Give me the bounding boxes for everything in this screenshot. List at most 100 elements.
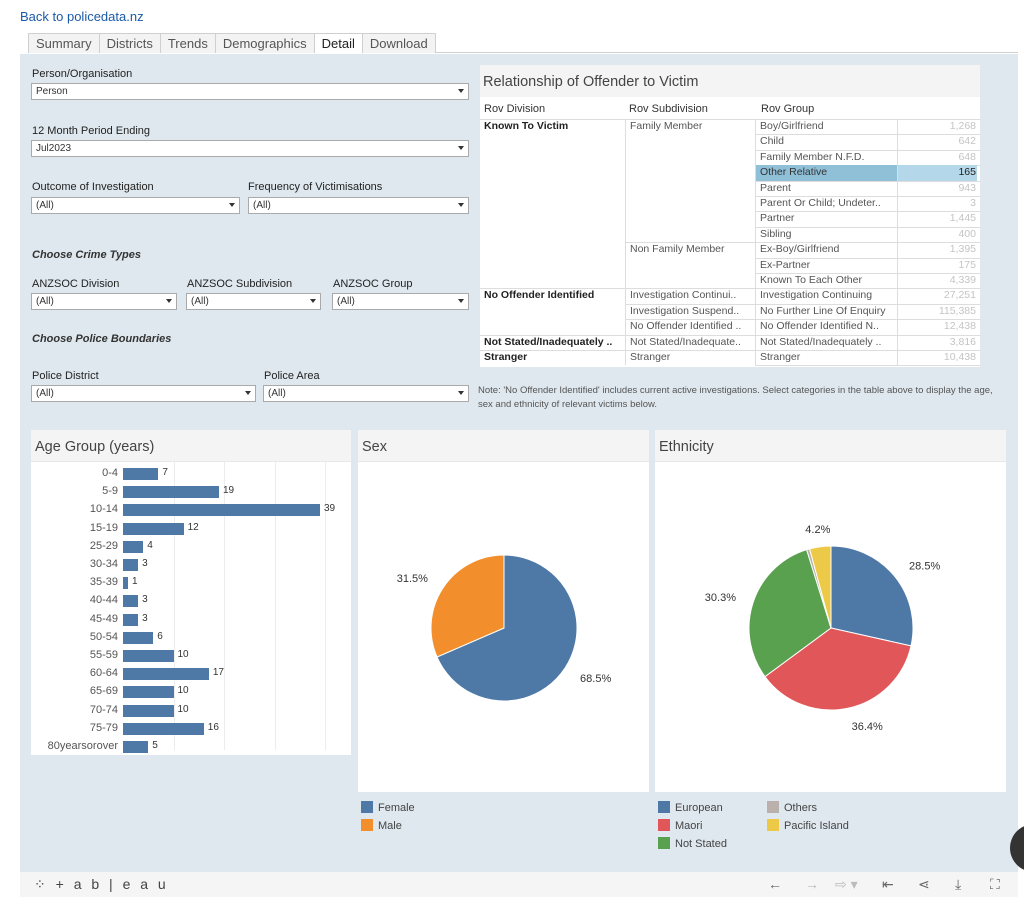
tab-summary[interactable]: Summary [28,33,100,53]
anzsoc-subdivision-dropdown[interactable]: (All) [186,293,321,310]
rov-group-cell[interactable]: Parent Or Child; Undeter.. [760,197,881,209]
legend-female[interactable]: Female [361,801,415,814]
tab-demographics[interactable]: Demographics [214,33,315,53]
rov-division-cell[interactable]: Not Stated/Inadequately .. [484,335,613,348]
age-bar[interactable] [123,741,149,753]
revert-icon[interactable]: ⇨ ▾ [835,876,858,892]
redo-icon[interactable]: → [805,876,819,892]
rov-value-cell[interactable]: 1,268 [949,120,976,132]
age-bar[interactable] [123,540,144,553]
age-bar-row[interactable]: 30-34 3 [31,556,351,572]
rov-group-cell[interactable]: Known To Each Other [760,274,862,286]
pie-slice-maori[interactable] [764,627,912,711]
tab-download[interactable]: Download [361,33,436,53]
age-bar[interactable] [123,668,209,681]
police-district-dropdown[interactable]: (All) [31,385,256,402]
age-bar-row[interactable]: 15-19 12 [31,520,351,536]
age-bar[interactable] [123,686,174,699]
age-bar[interactable] [123,577,129,590]
back-to-policedata-link[interactable]: Back to policedata.nz [20,9,144,24]
tab-trends[interactable]: Trends [159,33,216,53]
rov-value-cell[interactable]: 165 [958,166,976,179]
age-bar[interactable] [123,504,320,517]
rov-group-cell[interactable]: Investigation Continuing [760,289,873,302]
pie-slice-not-stated[interactable] [748,549,832,678]
rov-subdivision-cell[interactable]: Not Stated/Inadequate.. [630,335,741,348]
tab-districts[interactable]: Districts [98,33,161,53]
age-bar-row[interactable]: 75-79 16 [31,720,351,736]
legend-maori[interactable]: Maori [658,819,703,832]
rov-value-cell[interactable]: 175 [958,258,976,271]
person-org-dropdown[interactable]: Person [31,83,469,100]
pie-slice-male[interactable] [430,554,505,658]
fullscreen-icon[interactable]: ⛶ [990,876,1000,892]
rov-value-cell[interactable]: 400 [958,227,976,240]
age-bar-row[interactable]: 10-14 39 [31,501,351,517]
rov-group-cell[interactable]: No Further Line Of Enquiry [760,304,886,317]
age-bar-row[interactable]: 65-69 10 [31,683,351,699]
rov-group-cell[interactable]: Sibling [760,227,792,240]
rov-subdivision-cell[interactable]: Family Member [630,120,703,132]
legend-not-stated[interactable]: Not Stated [658,837,727,850]
legend-others[interactable]: Others [767,801,817,814]
age-bar[interactable] [123,522,184,535]
age-bar[interactable] [123,468,159,480]
age-bar[interactable] [123,722,204,735]
police-area-dropdown[interactable]: (All) [263,385,469,402]
age-bar-row[interactable]: 40-44 3 [31,592,351,608]
rov-group-cell[interactable]: No Offender Identified N.. [760,320,879,333]
rov-subdivision-cell[interactable]: Investigation Continui.. [630,289,737,302]
legend-european[interactable]: European [658,801,723,814]
pie-slice-pacific-island[interactable] [808,545,832,629]
age-bar-row[interactable]: 55-59 10 [31,647,351,663]
age-bar-row[interactable]: 5-9 19 [31,483,351,499]
rov-value-cell[interactable]: 1,445 [949,212,976,225]
rov-value-cell[interactable]: 27,251 [943,289,976,302]
period-dropdown[interactable]: Jul2023 [31,140,469,157]
rov-value-cell[interactable]: 648 [958,150,976,163]
tab-detail[interactable]: Detail [313,33,363,53]
rov-group-cell[interactable]: Partner [760,212,795,225]
rov-group-cell[interactable]: Ex-Boy/Girlfriend [760,243,840,256]
share-icon[interactable]: ⋖ [918,876,930,892]
rov-subdivision-cell[interactable]: No Offender Identified .. [630,320,742,333]
reset-icon[interactable]: ⇤ [882,876,894,892]
pie-slice-european[interactable] [830,545,914,647]
rov-division-cell[interactable]: Stranger [484,351,528,363]
age-bar[interactable] [123,650,174,662]
age-bar-row[interactable]: 50-54 6 [31,629,351,645]
floating-action-button[interactable] [1010,824,1024,872]
age-bar-row[interactable]: 25-29 4 [31,538,351,554]
rov-subdivision-cell[interactable]: Stranger [630,351,671,363]
age-bar-row[interactable]: 60-64 17 [31,665,351,681]
rov-group-cell[interactable]: Stranger [760,351,801,363]
frequency-dropdown[interactable]: (All) [248,197,469,214]
rov-value-cell[interactable]: 943 [958,181,976,194]
rov-value-cell[interactable]: 3,816 [949,335,976,348]
age-bar-row[interactable]: 70-74 10 [31,702,351,718]
anzsoc-group-dropdown[interactable]: (All) [332,293,469,310]
download-icon[interactable]: ⤓ [955,876,962,892]
rov-group-cell[interactable]: Ex-Partner [760,258,811,271]
age-bar[interactable] [123,631,154,644]
age-bar[interactable] [123,595,139,608]
rov-value-cell[interactable]: 642 [958,135,976,148]
rov-value-cell[interactable]: 1,395 [949,243,976,256]
rov-subdivision-cell[interactable]: Non Family Member [630,243,725,256]
rov-group-cell[interactable]: Not Stated/Inadequately .. [760,335,882,348]
age-bar[interactable] [123,559,139,571]
age-bar-row[interactable]: 0-4 7 [31,465,351,481]
rov-value-cell[interactable]: 12,438 [943,320,976,333]
pie-slice-female[interactable] [436,554,578,702]
age-bar-row[interactable]: 45-49 3 [31,611,351,627]
outcome-dropdown[interactable]: (All) [31,197,240,214]
rov-group-cell[interactable]: Parent [760,181,791,194]
rov-division-cell[interactable]: No Offender Identified [484,289,595,302]
anzsoc-division-dropdown[interactable]: (All) [31,293,177,310]
rov-group-cell[interactable]: Child [760,135,784,148]
legend-pacific-island[interactable]: Pacific Island [767,819,849,832]
rov-value-cell[interactable]: 3 [970,197,976,209]
age-bar[interactable] [123,704,174,717]
rov-group-cell[interactable]: Other Relative [760,166,828,179]
rov-division-cell[interactable]: Known To Victim [484,120,569,132]
